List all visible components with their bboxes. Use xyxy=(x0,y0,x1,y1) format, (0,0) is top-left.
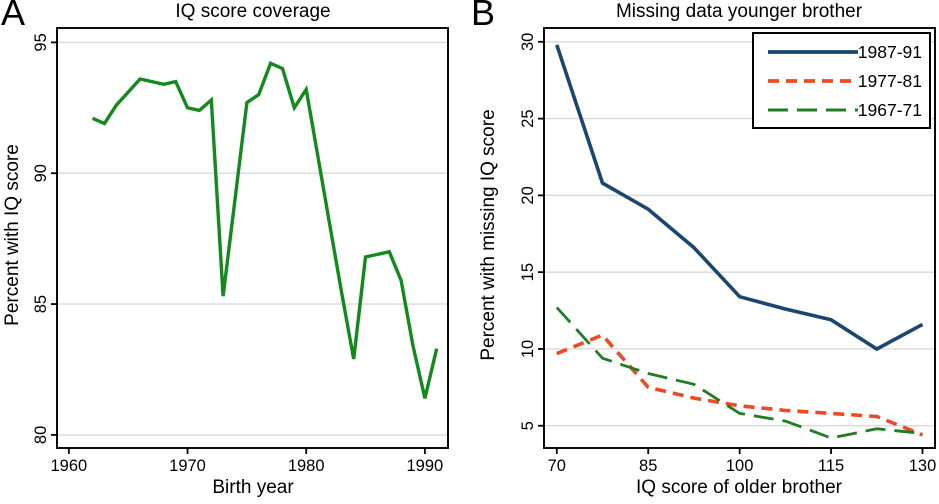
series-line-1987-91 xyxy=(555,44,924,352)
y-tick-label: 90 xyxy=(32,164,50,182)
y-tick-label: 80 xyxy=(32,426,50,444)
x-tick-label: 1980 xyxy=(288,457,325,475)
panel-b-title: Missing data younger brother xyxy=(615,1,863,22)
legend-label: 1987-91 xyxy=(858,42,922,62)
y-tick-label: 30 xyxy=(519,33,537,51)
panel-b-letter: B xyxy=(471,0,496,33)
panel-a-letter: A xyxy=(1,0,26,33)
y-tick-label: 5 xyxy=(519,421,537,430)
panel-a-title: IQ score coverage xyxy=(175,1,331,22)
legend-label: 1967-71 xyxy=(858,100,922,120)
y-tick-label: 20 xyxy=(519,186,537,204)
x-tick-label: 1970 xyxy=(169,457,206,475)
x-tick-label: 130 xyxy=(909,457,937,475)
x-tick-label: 1960 xyxy=(51,457,88,475)
panel-a-plot: 1960 1970 1980 1990 80 85 90 95 xyxy=(32,27,449,475)
plot-frame xyxy=(56,27,449,449)
panel-b-plot: 70 85 100 115 130510152025301987-911977-8119… xyxy=(519,27,937,475)
y-tick-label: 15 xyxy=(519,263,537,281)
series-line-1967-71 xyxy=(555,306,923,440)
panel-a-x-axis-label: Birth year xyxy=(212,477,294,498)
x-tick-label: 70 xyxy=(548,457,566,475)
series-line-1977-81 xyxy=(556,332,924,437)
y-tick-label: 95 xyxy=(32,33,50,51)
y-tick-label: 25 xyxy=(519,109,537,127)
x-tick-label: 85 xyxy=(639,457,657,475)
series-line-percent-with-iq-score xyxy=(91,61,439,399)
x-tick-label: 1990 xyxy=(407,457,444,475)
y-tick-label: 85 xyxy=(32,295,50,313)
legend-label: 1977-81 xyxy=(858,71,922,91)
legend: 1987-91 1977-81 1967-71 xyxy=(752,32,931,129)
x-tick-label: 115 xyxy=(818,457,844,475)
x-tick-label: 100 xyxy=(726,457,754,475)
panel-b-x-axis-label: IQ score of older brother xyxy=(636,477,842,498)
y-tick-label: 10 xyxy=(519,340,537,358)
